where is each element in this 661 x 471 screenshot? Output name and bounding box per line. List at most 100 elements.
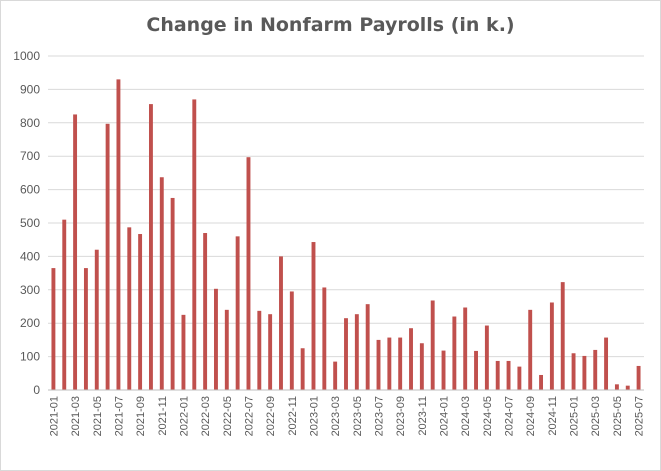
x-tick-label: 2021-09 bbox=[135, 396, 147, 436]
y-tick-label: 700 bbox=[20, 149, 40, 163]
x-tick-label: 2022-03 bbox=[200, 396, 212, 436]
x-tick-label: 2021-05 bbox=[92, 396, 104, 436]
bar bbox=[105, 123, 110, 390]
bar bbox=[506, 360, 511, 390]
x-tick-label: 2021-03 bbox=[70, 396, 82, 436]
bar bbox=[539, 374, 544, 390]
bar bbox=[528, 309, 533, 390]
bar bbox=[614, 384, 619, 390]
y-tick-label: 900 bbox=[20, 82, 40, 96]
x-axis-ticks: 2021-01 2021-03 2021-05 2021-07 2021-09 2021-… bbox=[48, 396, 645, 436]
bar bbox=[300, 348, 305, 390]
bar bbox=[517, 366, 522, 390]
x-tick-label: 2022-07 bbox=[243, 396, 255, 436]
bar bbox=[419, 343, 424, 390]
bar bbox=[94, 249, 99, 390]
bar bbox=[474, 350, 478, 390]
bar bbox=[376, 339, 381, 390]
x-tick-label: 2023-03 bbox=[330, 396, 342, 436]
bar bbox=[333, 361, 338, 390]
bar bbox=[127, 227, 132, 390]
bar bbox=[398, 337, 403, 390]
bar bbox=[625, 385, 630, 390]
bar bbox=[354, 314, 359, 390]
bar bbox=[192, 99, 197, 391]
bar bbox=[582, 355, 587, 390]
bar bbox=[279, 256, 283, 390]
bar bbox=[463, 307, 468, 390]
bar bbox=[387, 337, 392, 390]
x-tick-label: 2023-09 bbox=[395, 396, 407, 436]
x-tick-label: 2023-07 bbox=[374, 396, 386, 436]
bar bbox=[452, 316, 457, 390]
x-tick-label: 2024-01 bbox=[439, 396, 451, 436]
bar bbox=[268, 314, 273, 390]
bar bbox=[257, 310, 262, 390]
gridlines bbox=[48, 55, 644, 358]
bar bbox=[246, 157, 251, 390]
y-axis-ticks: 0 100 200 300 400 500 600 700 800 900 1000 bbox=[13, 49, 40, 397]
x-tick-label: 2023-01 bbox=[308, 396, 320, 436]
bar bbox=[148, 104, 153, 390]
bar bbox=[289, 291, 294, 390]
bar bbox=[365, 304, 370, 390]
bar bbox=[409, 328, 413, 390]
bar bbox=[224, 309, 229, 390]
bar bbox=[495, 360, 500, 390]
bar bbox=[593, 349, 598, 390]
x-tick-label: 2022-11 bbox=[287, 396, 299, 436]
x-tick-label: 2022-05 bbox=[222, 396, 234, 436]
x-tick-label: 2021-11 bbox=[157, 396, 169, 436]
x-tick-label: 2024-11 bbox=[547, 396, 559, 436]
bar bbox=[311, 242, 316, 390]
bar bbox=[430, 300, 435, 390]
y-tick-label: 100 bbox=[20, 350, 40, 364]
bar bbox=[181, 314, 186, 390]
x-tick-label: 2025-03 bbox=[590, 396, 602, 436]
bar bbox=[571, 353, 576, 390]
bar bbox=[441, 350, 446, 390]
bar bbox=[235, 236, 240, 390]
x-tick-label: 2024-09 bbox=[525, 396, 537, 436]
bars bbox=[51, 79, 641, 391]
y-tick-label: 600 bbox=[20, 183, 40, 197]
x-tick-label: 2023-05 bbox=[352, 396, 364, 436]
chart-title: Change in Nonfarm Payrolls (in k.) bbox=[146, 14, 515, 36]
bar bbox=[604, 337, 609, 390]
x-tick-label: 2025-07 bbox=[634, 396, 646, 436]
bar bbox=[62, 219, 67, 390]
bar bbox=[549, 302, 554, 390]
x-tick-label: 2025-05 bbox=[612, 396, 624, 436]
x-tick-label: 2021-01 bbox=[48, 396, 60, 436]
bar bbox=[116, 79, 121, 390]
x-tick-label: 2022-09 bbox=[265, 396, 277, 436]
x-tick-label: 2021-07 bbox=[113, 396, 125, 436]
y-tick-label: 1000 bbox=[13, 49, 40, 63]
bar bbox=[170, 197, 175, 390]
bar bbox=[51, 268, 56, 390]
y-tick-label: 200 bbox=[20, 316, 40, 330]
bar bbox=[203, 233, 208, 390]
bar bbox=[214, 288, 218, 390]
y-tick-label: 300 bbox=[20, 283, 40, 297]
x-tick-label: 2025-01 bbox=[569, 396, 581, 436]
x-tick-label: 2024-05 bbox=[482, 396, 494, 436]
y-tick-label: 500 bbox=[20, 216, 40, 230]
x-tick-label: 2022-01 bbox=[178, 396, 190, 436]
bar bbox=[322, 287, 327, 390]
bar bbox=[636, 365, 641, 390]
x-tick-label: 2024-03 bbox=[460, 396, 472, 436]
bar bbox=[560, 282, 565, 390]
y-tick-label: 0 bbox=[33, 383, 40, 397]
bar bbox=[484, 325, 489, 390]
bar bbox=[138, 234, 143, 390]
y-tick-label: 400 bbox=[20, 249, 40, 263]
bar bbox=[159, 177, 164, 390]
x-tick-label: 2024-07 bbox=[504, 396, 516, 436]
bar bbox=[73, 114, 78, 390]
x-tick-label: 2023-11 bbox=[417, 396, 429, 436]
bar bbox=[83, 268, 88, 390]
bar bbox=[344, 318, 348, 390]
